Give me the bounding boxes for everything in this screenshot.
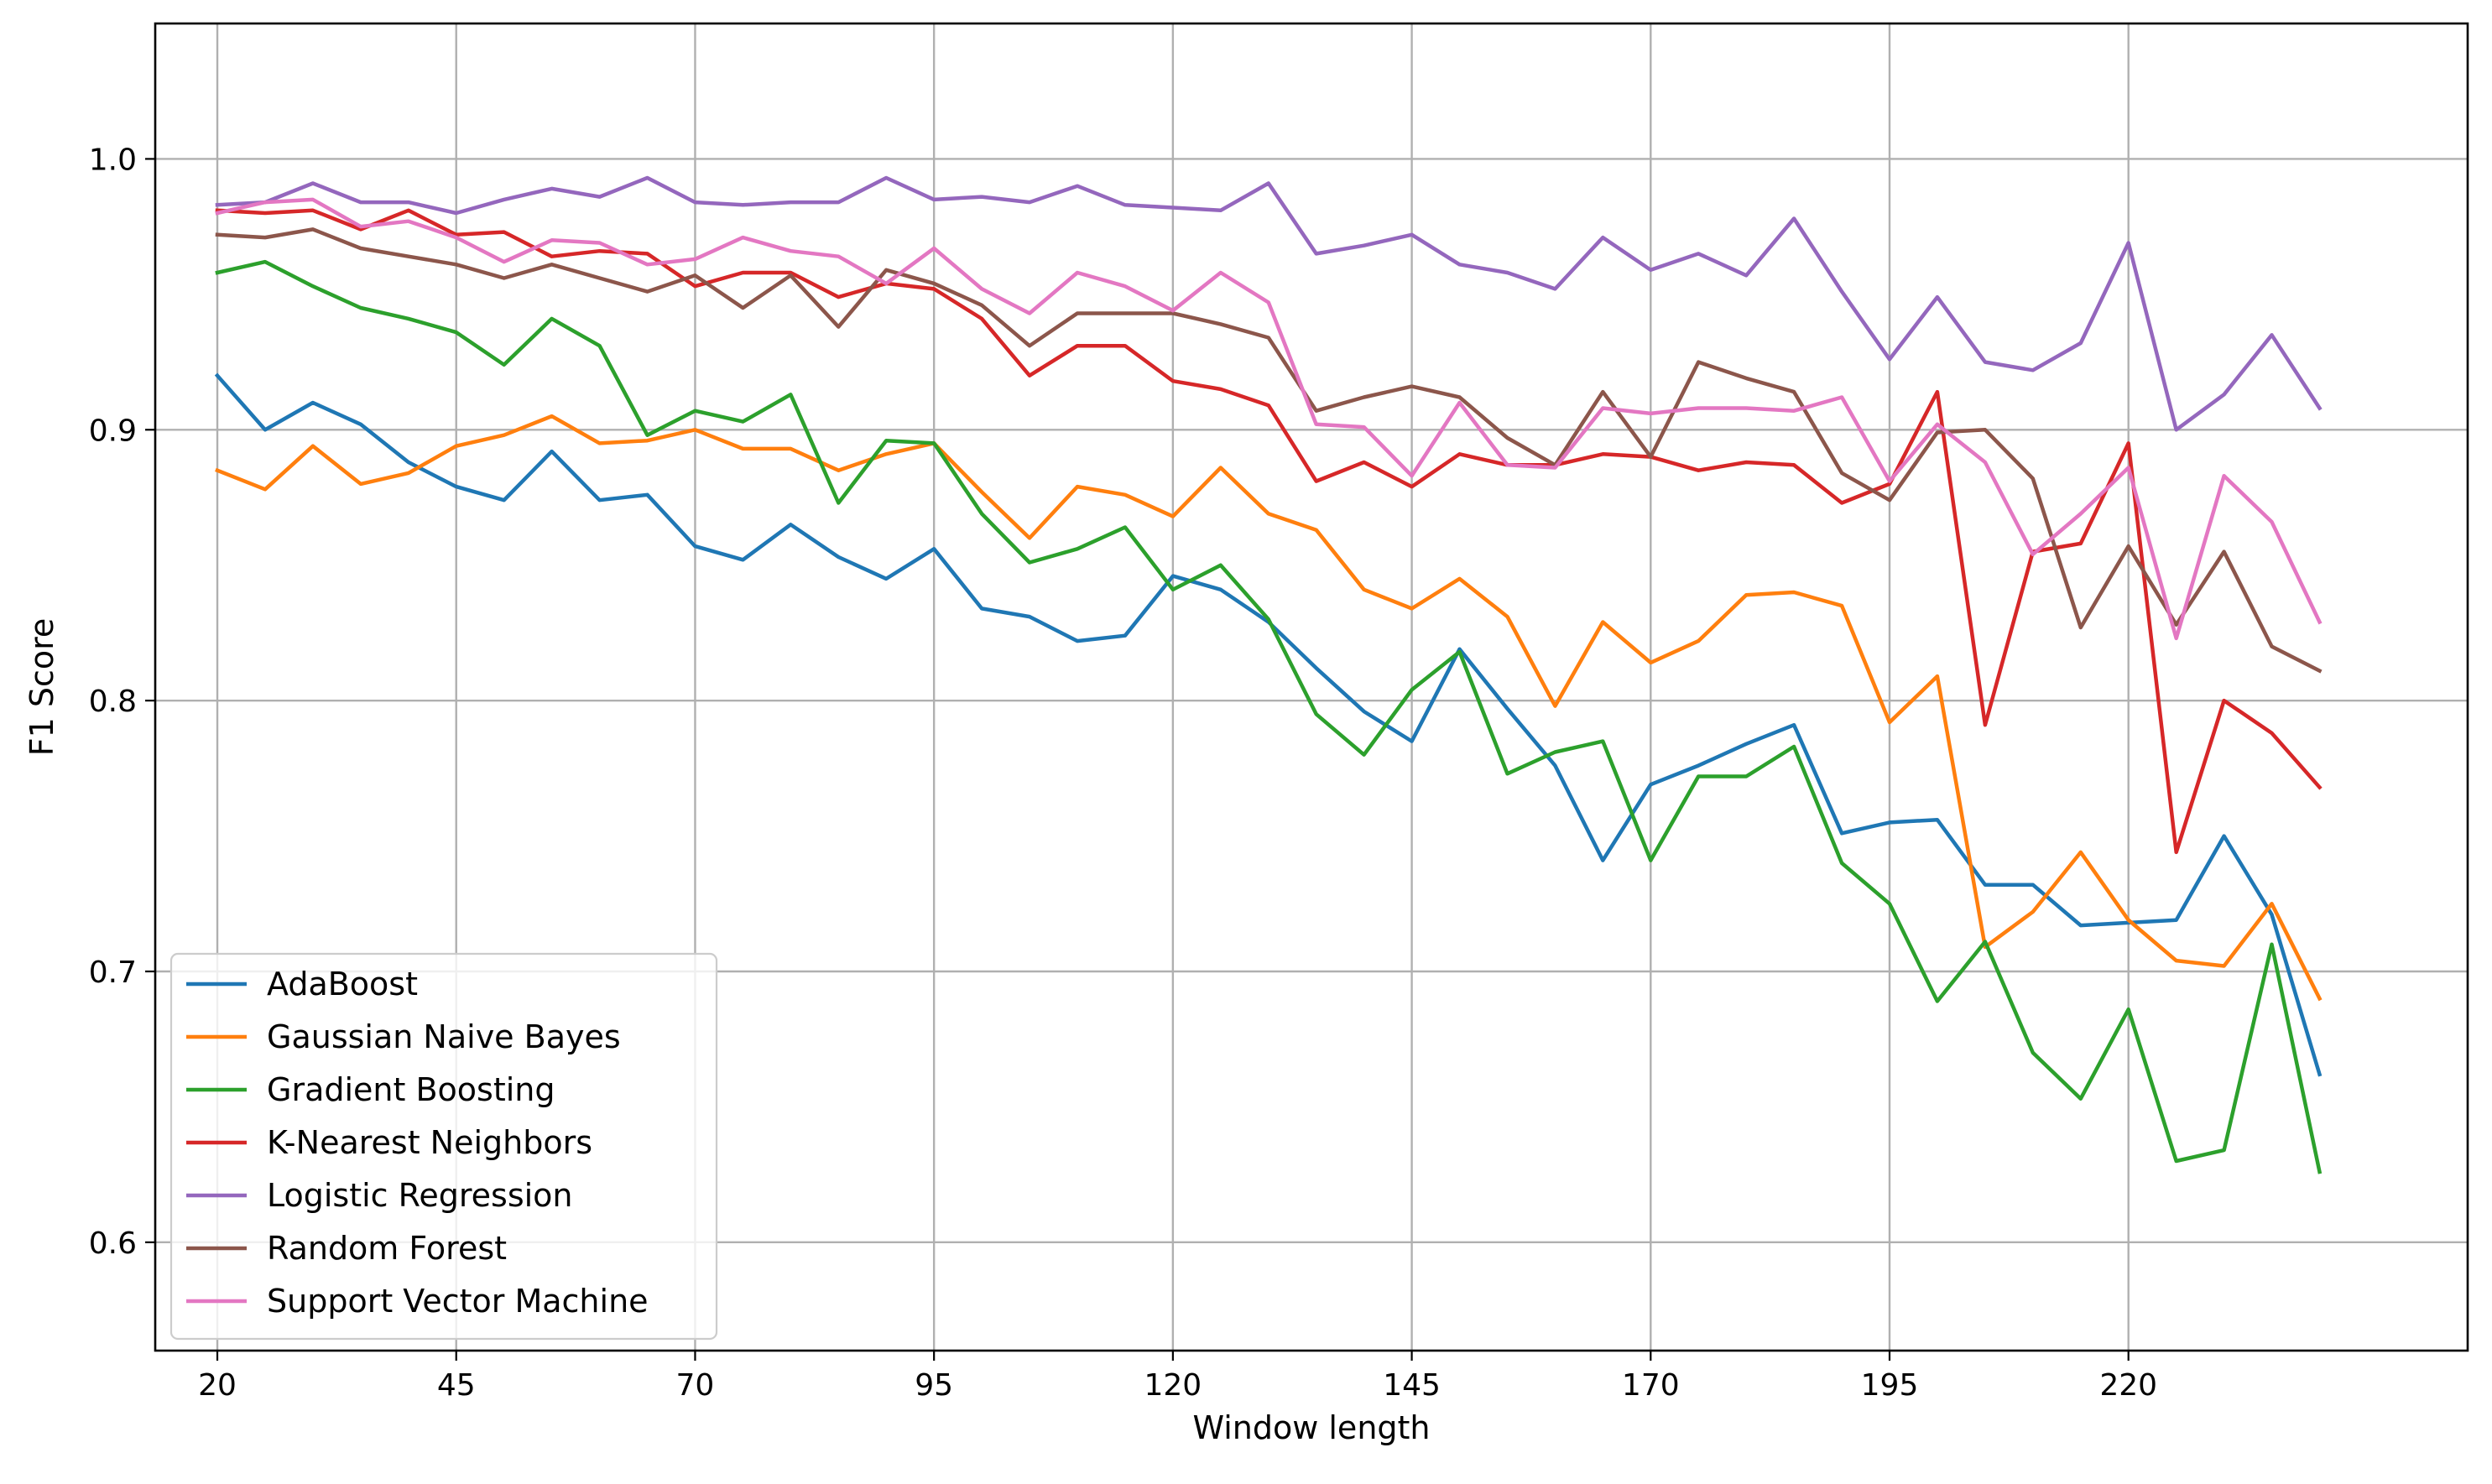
y-tick-label: 0.8 xyxy=(89,685,137,719)
legend-label-gradient-boosting: Gradient Boosting xyxy=(267,1071,555,1108)
x-tick-label: 95 xyxy=(915,1368,953,1403)
y-tick-label: 0.6 xyxy=(89,1226,137,1261)
legend-label-logistic-regression: Logistic Regression xyxy=(267,1177,573,1214)
series-line-logistic-regression xyxy=(215,175,2323,432)
x-tick-label: 120 xyxy=(1144,1368,1202,1403)
x-axis-title: Window length xyxy=(1192,1409,1430,1446)
series-line-gaussian-naive-bayes xyxy=(215,414,2323,1002)
legend-label-adaboost: AdaBoost xyxy=(267,966,418,1002)
x-tick-label: 45 xyxy=(437,1368,476,1403)
series-line-gradient-boosting xyxy=(215,259,2323,1174)
series-line-random-forest xyxy=(215,227,2323,674)
legend: AdaBoost Gaussian Naive Bayes Gradient Boo… xyxy=(169,952,718,1341)
y-tick-label: 0.9 xyxy=(89,414,137,448)
plot-frame xyxy=(154,22,2469,1352)
legend-box xyxy=(169,952,718,1341)
x-tick-label: 70 xyxy=(676,1368,715,1403)
y-axis-title: F1 Score xyxy=(23,618,60,757)
x-tick-label: 145 xyxy=(1383,1368,1441,1403)
legend-label-support-vector-machine: Support Vector Machine xyxy=(267,1283,649,1320)
x-axis-ticks: 20 45 70 95 120 145 170 195 220 xyxy=(198,1351,2157,1403)
y-axis-ticks: 0.6 0.7 0.8 0.9 1.0 xyxy=(89,143,155,1261)
series-line-support-vector-machine xyxy=(215,197,2323,641)
x-tick-label: 195 xyxy=(1861,1368,1919,1403)
series-lines xyxy=(214,175,2323,1174)
legend-label-k-nearest-neighbors: K-Nearest Neighbors xyxy=(267,1124,592,1161)
y-tick-label: 0.7 xyxy=(89,955,137,990)
y-tick-label: 1.0 xyxy=(89,143,137,177)
x-tick-label: 170 xyxy=(1622,1368,1680,1403)
x-tick-label: 20 xyxy=(198,1368,237,1403)
series-line-k-nearest-neighbors xyxy=(215,208,2323,855)
legend-label-random-forest: Random Forest xyxy=(267,1230,507,1267)
legend-label-gaussian-naive-bayes: Gaussian Naive Bayes xyxy=(267,1018,621,1055)
x-tick-label: 220 xyxy=(2099,1368,2157,1403)
